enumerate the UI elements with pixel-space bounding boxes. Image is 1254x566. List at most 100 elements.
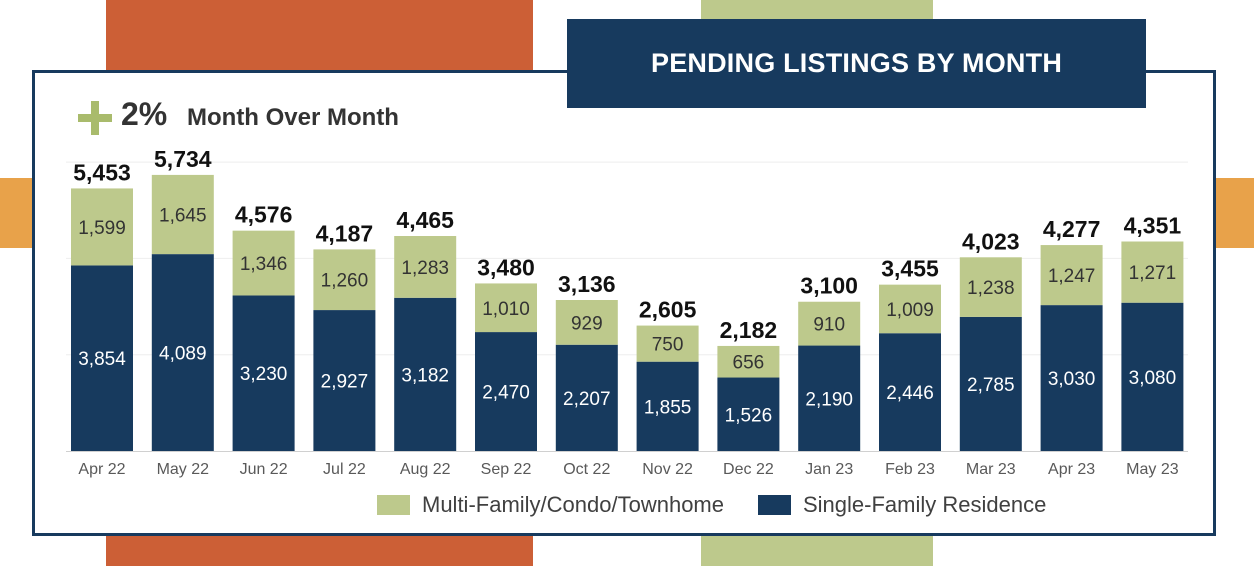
- x-tick-label: Dec 22: [723, 461, 774, 478]
- decor-block-orange-top: [106, 0, 533, 70]
- x-tick-label: Apr 23: [1048, 461, 1095, 478]
- data-label-total: 5,453: [73, 159, 131, 185]
- bar-multi-family: [394, 236, 457, 298]
- plus-icon: [78, 101, 112, 135]
- data-label-multi-family: 1,260: [321, 271, 369, 292]
- data-label-total: 3,136: [558, 271, 616, 297]
- bar-single-family: [959, 316, 1022, 451]
- x-tick-label: Feb 23: [885, 461, 935, 478]
- legend-item-single-family: Single-Family Residence: [758, 492, 1046, 518]
- bar-single-family: [232, 295, 295, 451]
- data-label-single-family: 3,080: [1129, 368, 1177, 389]
- bar-multi-family: [151, 174, 214, 255]
- data-label-total: 2,605: [639, 297, 697, 323]
- bar-single-family: [151, 254, 214, 451]
- decor-block-green-bottom: [701, 534, 933, 566]
- x-tick-label: Jul 22: [323, 461, 366, 478]
- bar-single-family: [71, 265, 133, 451]
- data-label-total: 4,277: [1043, 216, 1101, 242]
- data-label-multi-family: 1,271: [1129, 263, 1177, 284]
- x-tick-label: Sep 22: [481, 461, 532, 478]
- data-label-single-family: 3,230: [240, 364, 288, 385]
- legend-swatch-multi-family: [377, 495, 410, 515]
- data-label-multi-family: 1,247: [1048, 266, 1096, 287]
- data-label-multi-family: 1,599: [78, 218, 126, 239]
- data-label-total: 5,734: [154, 146, 212, 172]
- bar-single-family: [394, 297, 457, 451]
- data-label-total: 2,182: [720, 317, 778, 343]
- x-tick-label: Aug 22: [400, 461, 451, 478]
- bar-multi-family: [798, 301, 861, 346]
- data-label-total: 4,023: [962, 228, 1020, 254]
- bar-single-family: [313, 310, 376, 451]
- data-label-single-family: 3,030: [1048, 369, 1096, 390]
- decor-block-gold-left: [0, 178, 34, 248]
- data-label-multi-family: 1,009: [886, 300, 934, 321]
- bar-single-family: [717, 377, 780, 451]
- data-label-multi-family: 1,346: [240, 254, 288, 275]
- data-label-single-family: 2,446: [886, 383, 934, 404]
- bar-multi-family: [717, 345, 780, 378]
- bar-single-family: [475, 332, 537, 451]
- data-label-total: 3,100: [800, 273, 858, 299]
- bar-single-family: [1121, 302, 1184, 451]
- x-tick-label: Nov 22: [642, 461, 693, 478]
- data-label-total: 4,187: [316, 220, 374, 246]
- x-tick-label: Jun 22: [240, 461, 288, 478]
- data-label-single-family: 2,785: [967, 375, 1015, 396]
- data-label-single-family: 2,207: [563, 389, 611, 410]
- bar-multi-family: [636, 325, 699, 362]
- decor-block-orange-bottom: [106, 534, 533, 566]
- bar-single-family: [798, 345, 861, 451]
- x-tick-label: Mar 23: [966, 461, 1016, 478]
- bar-multi-family: [959, 257, 1022, 317]
- x-tick-label: Jan 23: [805, 461, 853, 478]
- bar-single-family: [636, 361, 699, 451]
- data-label-single-family: 2,190: [805, 389, 853, 410]
- data-label-total: 4,465: [396, 207, 454, 233]
- x-tick-label: May 23: [1126, 461, 1179, 478]
- data-label-multi-family: 910: [813, 315, 845, 336]
- data-label-multi-family: 750: [652, 335, 684, 356]
- data-label-single-family: 1,526: [725, 405, 773, 426]
- chart-legend: Multi-Family/Condo/Townhome Single-Famil…: [377, 490, 1080, 520]
- data-label-total: 3,455: [881, 256, 939, 282]
- data-label-total: 3,480: [477, 254, 535, 280]
- data-label-multi-family: 656: [733, 353, 765, 374]
- month-over-month-label: Month Over Month: [187, 104, 399, 131]
- bar-single-family: [879, 333, 941, 451]
- data-label-multi-family: 929: [571, 313, 603, 334]
- data-label-single-family: 3,182: [401, 365, 449, 386]
- data-label-total: 4,576: [235, 202, 293, 228]
- legend-label-multi-family: Multi-Family/Condo/Townhome: [422, 492, 724, 517]
- month-over-month-value: 2%: [121, 96, 168, 132]
- bar-multi-family: [475, 283, 537, 333]
- bar-multi-family: [313, 249, 376, 311]
- legend-item-multi-family: Multi-Family/Condo/Townhome: [377, 492, 724, 518]
- data-label-multi-family: 1,645: [159, 206, 207, 227]
- bar-multi-family: [71, 188, 133, 266]
- chart-title: PENDING LISTINGS BY MONTH: [567, 19, 1146, 108]
- bar-multi-family: [1040, 245, 1103, 306]
- bar-multi-family: [232, 230, 295, 296]
- bar-multi-family: [555, 300, 618, 345]
- x-tick-label: Oct 22: [563, 461, 610, 478]
- data-label-total: 4,351: [1124, 212, 1182, 238]
- legend-swatch-single-family: [758, 495, 791, 515]
- bar-multi-family: [1121, 241, 1184, 303]
- data-label-single-family: 3,854: [78, 349, 126, 370]
- data-label-single-family: 2,927: [321, 372, 369, 393]
- data-label-single-family: 2,470: [482, 383, 530, 404]
- data-label-single-family: 4,089: [159, 344, 207, 365]
- legend-label-single-family: Single-Family Residence: [803, 492, 1047, 517]
- bar-multi-family: [879, 284, 941, 334]
- x-tick-label: Apr 22: [78, 461, 125, 478]
- bar-single-family: [555, 344, 618, 451]
- data-label-single-family: 1,855: [644, 397, 692, 418]
- x-tick-label: May 22: [157, 461, 210, 478]
- bar-single-family: [1040, 305, 1103, 451]
- data-label-multi-family: 1,010: [482, 299, 530, 320]
- data-label-multi-family: 1,283: [401, 258, 449, 279]
- data-label-multi-family: 1,238: [967, 278, 1015, 299]
